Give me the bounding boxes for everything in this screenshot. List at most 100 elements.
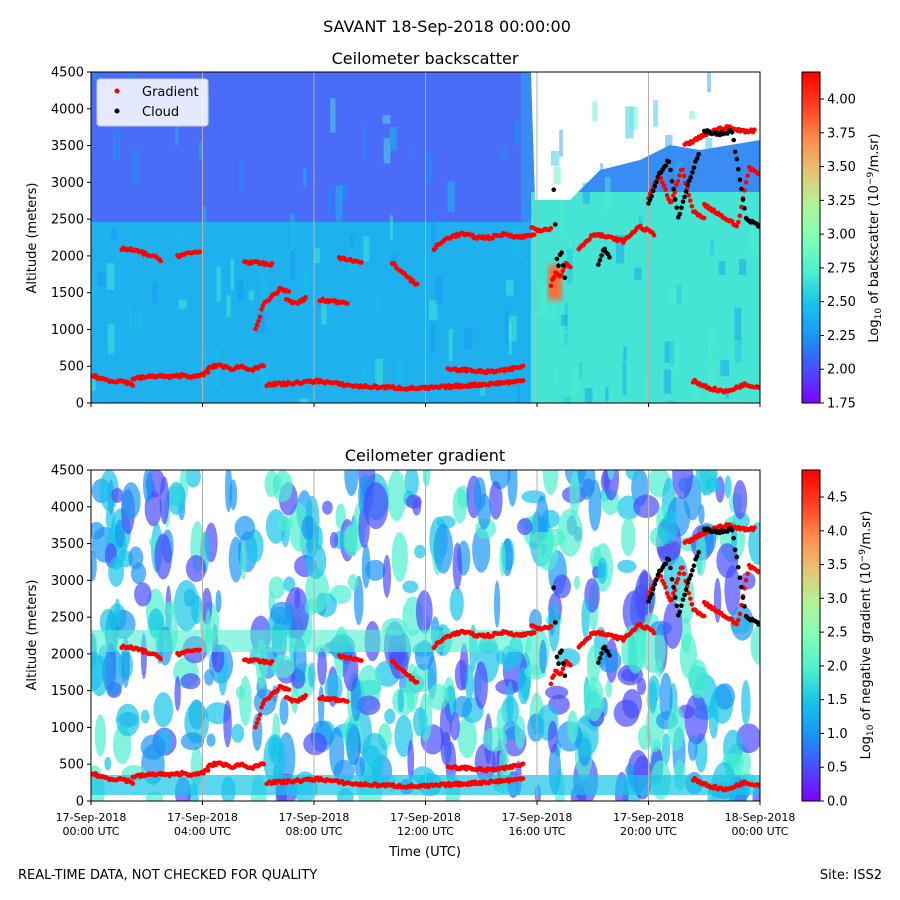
gradient-point bbox=[663, 187, 668, 192]
heat-texture bbox=[216, 266, 221, 302]
heat-texture bbox=[474, 661, 488, 710]
gradient-point bbox=[757, 385, 760, 391]
heat-texture bbox=[383, 138, 391, 164]
heat-texture bbox=[94, 714, 106, 757]
heat-texture bbox=[234, 515, 256, 541]
heat-texture bbox=[695, 532, 707, 577]
heat-texture bbox=[748, 229, 754, 254]
heat-texture bbox=[535, 281, 544, 316]
gradient-point bbox=[736, 219, 741, 225]
heat-texture bbox=[317, 647, 327, 686]
heat-texture bbox=[422, 470, 431, 487]
gradient-point bbox=[734, 621, 740, 627]
x-tick-time: 08:00 UTC bbox=[285, 825, 342, 838]
gradient-point bbox=[669, 597, 675, 602]
heat-texture bbox=[164, 601, 177, 615]
heat-texture bbox=[448, 329, 453, 362]
cloud-point bbox=[737, 177, 743, 183]
legend-cloud-label: Cloud bbox=[142, 105, 179, 120]
gradient-point bbox=[286, 289, 292, 294]
heat-missing-region bbox=[531, 72, 760, 200]
gradient-point bbox=[286, 687, 292, 692]
heat-texture bbox=[617, 559, 637, 573]
gradient-heatmap bbox=[91, 470, 760, 801]
heat-texture bbox=[452, 487, 468, 524]
backscatter-y-ticks: 0 500 1000 1500 2000 2500 3000 3500 4000 4500 bbox=[51, 66, 91, 412]
y-tick-label: 2500 bbox=[51, 213, 84, 228]
cloud-point bbox=[649, 591, 654, 597]
colorbar-tick-label: 3.75 bbox=[827, 126, 856, 141]
heat-texture bbox=[159, 476, 170, 525]
heat-texture bbox=[111, 487, 124, 503]
gradient-point bbox=[757, 783, 760, 789]
gradient-point bbox=[743, 180, 749, 185]
heat-texture bbox=[134, 582, 152, 607]
gradient-title: Ceilometer gradient bbox=[345, 446, 505, 465]
heat-texture bbox=[277, 515, 294, 532]
heat-texture bbox=[582, 182, 590, 204]
heat-texture bbox=[185, 470, 201, 488]
backscatter-title: Ceilometer backscatter bbox=[332, 49, 519, 68]
heat-texture bbox=[215, 589, 222, 613]
cloud-point bbox=[696, 549, 701, 555]
heat-texture bbox=[489, 480, 503, 520]
cloud-point bbox=[731, 535, 736, 541]
heat-texture bbox=[327, 186, 333, 214]
y-tick-label: 0 bbox=[76, 397, 84, 412]
gradient-panel: Ceilometer gradient 0 500 1000 1500 2000 2500… bbox=[25, 446, 876, 860]
gradient-colorbar-ticks: 0.0 0.5 1.0 1.5 2.0 2.5 3.0 3.5 4.0 4.5 bbox=[820, 491, 848, 810]
heat-texture bbox=[345, 718, 359, 766]
cloud-point bbox=[742, 604, 747, 609]
heat-texture bbox=[305, 543, 327, 580]
x-tick-date: 17-Sep-2018 bbox=[390, 811, 461, 824]
y-tick-label: 500 bbox=[59, 360, 84, 375]
heat-texture bbox=[708, 694, 719, 739]
gradient-point bbox=[681, 173, 687, 179]
heat-texture bbox=[391, 532, 408, 582]
heat-texture bbox=[653, 162, 658, 175]
heat-texture bbox=[574, 715, 599, 757]
cloud-point bbox=[685, 580, 690, 586]
heat-texture bbox=[515, 238, 523, 260]
heat-texture bbox=[237, 280, 244, 302]
heat-texture bbox=[313, 247, 321, 263]
heat-texture bbox=[604, 177, 611, 213]
gradient-point bbox=[406, 673, 412, 678]
y-tick-label: 500 bbox=[59, 758, 84, 773]
gradient-y-ticks: 0 500 1000 1500 2000 2500 3000 3500 4000 4500 bbox=[51, 464, 91, 810]
heat-texture bbox=[517, 518, 533, 535]
heat-texture bbox=[638, 215, 644, 226]
heat-texture bbox=[173, 579, 200, 632]
heat-texture bbox=[667, 705, 685, 751]
backscatter-colorbar-bar bbox=[801, 71, 821, 404]
heat-texture bbox=[567, 710, 579, 744]
cloud-point bbox=[677, 211, 683, 217]
gradient-point bbox=[531, 232, 537, 238]
heat-texture bbox=[709, 329, 717, 351]
heat-texture bbox=[121, 482, 141, 520]
heat-texture bbox=[329, 531, 339, 549]
gradient-colorbar-label: Log10 of negative gradient (10−9/m.sr) bbox=[858, 511, 876, 760]
x-tick-date: 18-Sep-2018 bbox=[725, 811, 796, 824]
heat-texture bbox=[257, 312, 266, 333]
x-tick-time: 20:00 UTC bbox=[620, 825, 677, 838]
heat-texture bbox=[91, 376, 96, 392]
heat-texture bbox=[153, 692, 174, 728]
gradient-point bbox=[359, 658, 364, 663]
y-tick-label: 1500 bbox=[51, 684, 84, 699]
heat-texture bbox=[105, 504, 115, 533]
heat-texture bbox=[691, 384, 698, 403]
heat-texture bbox=[668, 288, 678, 306]
colorbar-tick-label: 2.00 bbox=[827, 363, 856, 378]
cloud-point bbox=[729, 129, 735, 135]
gradient-point bbox=[256, 318, 261, 324]
colorbar-tick-label: 4.0 bbox=[827, 524, 848, 539]
heat-texture bbox=[661, 732, 671, 766]
cb2-label-mid: of negative gradient (10 bbox=[859, 562, 874, 724]
heat-texture bbox=[653, 100, 659, 127]
cloud-point bbox=[596, 262, 601, 267]
heat-texture bbox=[449, 586, 464, 621]
heat-texture bbox=[389, 126, 397, 151]
gradient-point bbox=[359, 260, 364, 265]
cloud-point bbox=[683, 587, 689, 592]
